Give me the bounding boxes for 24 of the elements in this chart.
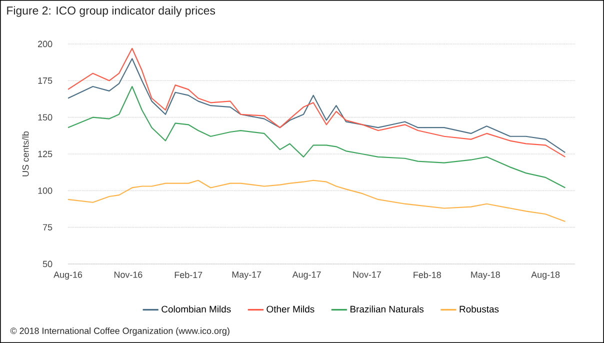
- y-tick-label: 50: [42, 260, 52, 268]
- y-tick-label: 125: [38, 150, 52, 158]
- legend-label: Brazilian Naturals: [350, 306, 424, 313]
- x-tick-label: Nov-17: [353, 271, 381, 278]
- y-axis-title: US cents/lb: [22, 131, 29, 176]
- x-tick-label: May-18: [471, 271, 500, 280]
- y-tick-label: 175: [38, 78, 52, 84]
- line-series: [68, 86, 566, 188]
- x-tick-label: Aug-18: [531, 271, 560, 280]
- x-tick-label: Feb-18: [414, 271, 441, 278]
- legend-label: Colombian Milds: [162, 306, 231, 313]
- text: © 2018 International Coffee Organization (www.ico.org): [10, 327, 230, 336]
- y-tick-label: 200: [38, 40, 52, 48]
- y-tick-label: 75: [43, 224, 52, 230]
- legend-label: Other Milds: [266, 306, 314, 313]
- x-tick-label: May-17: [232, 271, 262, 280]
- y-tick-label: 150: [38, 114, 52, 121]
- x-tick-label: Feb-17: [174, 271, 202, 278]
- chart-title: Figure 2: ICO group indicator daily prices: [7, 6, 216, 17]
- y-tick-label: 100: [38, 187, 52, 194]
- x-tick-label: Aug-17: [292, 271, 321, 280]
- x-tick-label: Nov-16: [114, 271, 142, 278]
- x-tick-label: Aug-16: [54, 271, 82, 280]
- legend-label: Robustas: [460, 306, 499, 313]
